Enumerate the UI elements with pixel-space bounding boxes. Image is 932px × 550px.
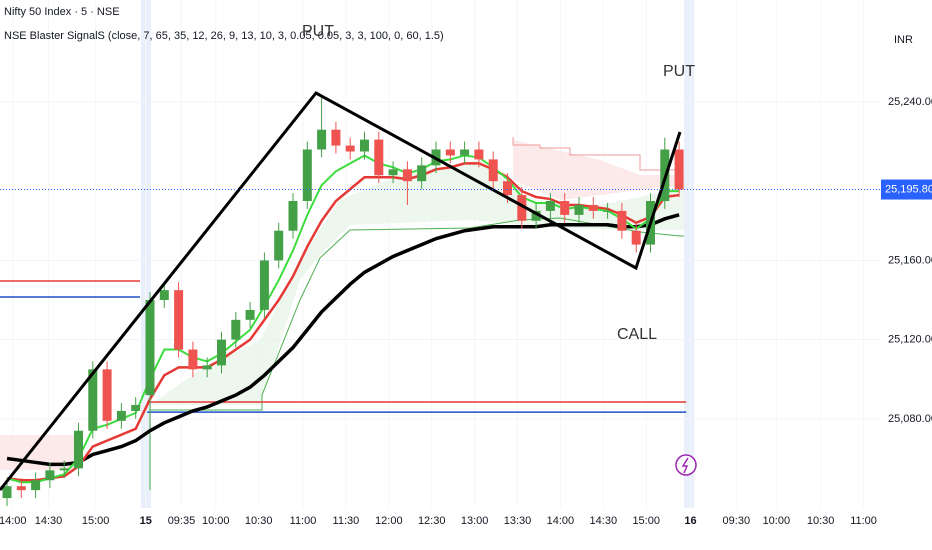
candle-body <box>545 201 555 211</box>
grid <box>0 0 880 508</box>
x-tick-label: 14:00 <box>0 515 26 527</box>
candle-body <box>145 300 155 396</box>
currency: INR <box>894 34 913 46</box>
x-tick-label: 13:30 <box>504 515 532 527</box>
candle-body <box>188 349 198 370</box>
cloud-fill <box>513 140 684 200</box>
candle-body <box>274 230 284 261</box>
candle-body <box>302 149 312 202</box>
x-tick-label: 13:00 <box>461 515 489 527</box>
candle-body <box>217 339 226 366</box>
x-tick-label: 09:35 <box>168 515 196 527</box>
candle-body <box>331 129 341 146</box>
x-tick-label: 14:30 <box>35 515 63 527</box>
candle-body <box>131 404 141 411</box>
candle-body <box>402 169 412 182</box>
candle-body <box>31 480 41 491</box>
candle-body <box>202 365 212 370</box>
candle-body <box>317 129 327 150</box>
candle-body <box>88 369 98 431</box>
candle-body <box>631 230 641 245</box>
candle-body <box>360 139 369 152</box>
x-tick-label: 15 <box>140 515 152 527</box>
resistance-line <box>512 137 684 171</box>
signal-label: PUT <box>302 23 334 40</box>
candle-body <box>603 210 613 212</box>
session-band <box>684 0 694 508</box>
x-tick-label: 10:00 <box>202 515 230 527</box>
x-tick-label: 10:00 <box>763 515 791 527</box>
x-tick-label: 14:30 <box>590 515 618 527</box>
candle-body <box>288 201 298 231</box>
last-price-box <box>881 179 932 200</box>
x-tick-label: 10:30 <box>245 515 273 527</box>
cloud-fill <box>150 160 684 405</box>
candle-body <box>488 159 498 182</box>
candle-body <box>560 201 570 215</box>
x-tick-label: 15:00 <box>632 515 660 527</box>
x-tick-label: 11:30 <box>333 515 360 527</box>
y-tick-label: 25,240.00 <box>888 96 932 108</box>
candle-body <box>159 290 169 301</box>
axes: 25,080.00 25,120.00 25,160.00 25,240.00 14:0… <box>0 96 932 527</box>
x-tick-label: 09:30 <box>723 515 751 527</box>
indicator-title: NSE Blaster SignalS (close, 7, 65, 35, 1… <box>4 30 444 42</box>
candle-body <box>245 309 255 320</box>
symbol-title: Nifty 50 Index · 5 · NSE <box>4 6 120 18</box>
y-tick-label: 25,160.00 <box>888 254 932 266</box>
candle-body <box>503 181 512 196</box>
candle-body <box>445 149 455 156</box>
x-tick-label: 14:00 <box>547 515 575 527</box>
y-tick-label: 25,120.00 <box>888 334 932 346</box>
y-tick-label: 25,080.00 <box>888 413 932 425</box>
price-axis <box>880 0 932 550</box>
candle-body <box>460 149 470 156</box>
alert-icon[interactable] <box>675 454 697 476</box>
candle-body <box>674 149 684 190</box>
candle-body <box>374 139 384 176</box>
x-tick-label: 16 <box>684 515 696 527</box>
indicator-line <box>6 213 680 467</box>
alert-icon-bolt <box>681 457 689 474</box>
x-tick-label: 10:30 <box>807 515 835 527</box>
candle-body <box>474 149 484 160</box>
candle-body <box>102 369 112 421</box>
x-tick-label: 12:30 <box>418 515 446 527</box>
signal-label: PUT <box>663 63 695 80</box>
candle-body <box>574 204 584 215</box>
candle-body <box>174 290 184 350</box>
candle-body <box>74 430 83 469</box>
levels <box>0 280 687 413</box>
candle-body <box>16 486 26 491</box>
signal-label: CALL <box>617 326 657 343</box>
time-axis <box>0 508 932 550</box>
candle-body <box>59 468 69 471</box>
x-tick-label: 12:00 <box>375 515 403 527</box>
candle-body <box>2 486 12 499</box>
candle-body <box>588 204 598 211</box>
candle-body <box>531 210 541 221</box>
candle-body <box>345 145 355 152</box>
candle-body <box>259 260 269 310</box>
candle-body <box>388 169 398 176</box>
candle-body <box>45 470 55 481</box>
x-tick-label: 15:00 <box>82 515 110 527</box>
candle-body <box>417 165 427 182</box>
candle-body <box>517 195 527 221</box>
x-tick-label: 11:00 <box>850 515 877 527</box>
candle-body <box>231 319 241 340</box>
candle-body <box>617 210 627 231</box>
last-price-label: 25,195.80 <box>885 183 932 195</box>
candle-body <box>116 410 126 421</box>
trend-line <box>0 91 682 491</box>
x-tick-label: 11:00 <box>290 515 317 527</box>
